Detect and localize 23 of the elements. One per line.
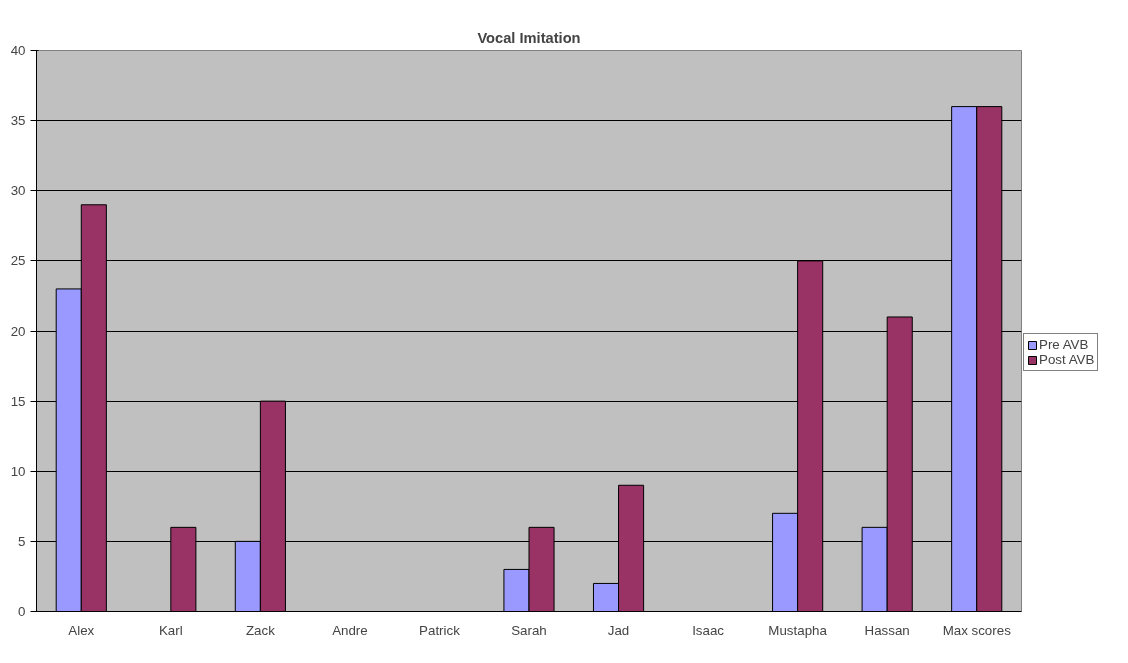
x-tick-label: Mustapha (768, 622, 828, 638)
x-tick-label: Sarah (511, 622, 547, 638)
y-tick-label: 20 (10, 323, 26, 339)
x-tick-label: Zack (245, 622, 276, 638)
x-tick-label: Alex (68, 622, 95, 638)
y-tick-label: 35 (10, 113, 26, 129)
y-tick-label: 40 (10, 43, 26, 58)
x-tick-label: Isaac (692, 622, 725, 638)
legend-label: Pre AVB (1039, 337, 1089, 352)
y-tick-label: 25 (10, 253, 26, 269)
x-tick-label: Patrick (419, 622, 461, 638)
x-tick-label: Max scores (942, 622, 1012, 638)
chart-title: Vocal Imitation (477, 29, 581, 46)
y-tick-label: 10 (10, 463, 26, 479)
y-tick-label: 30 (10, 183, 26, 199)
y-tick-label: 0 (18, 604, 26, 619)
x-tick-label: Jad (607, 622, 630, 638)
y-tick-label: 5 (18, 533, 26, 549)
x-tick-label: Andre (332, 622, 368, 638)
legend-label: Post AVB (1039, 352, 1095, 367)
x-tick-label: Karl (158, 622, 183, 638)
y-tick-label: 15 (10, 393, 26, 409)
x-tick-label: Hassan (864, 622, 910, 638)
